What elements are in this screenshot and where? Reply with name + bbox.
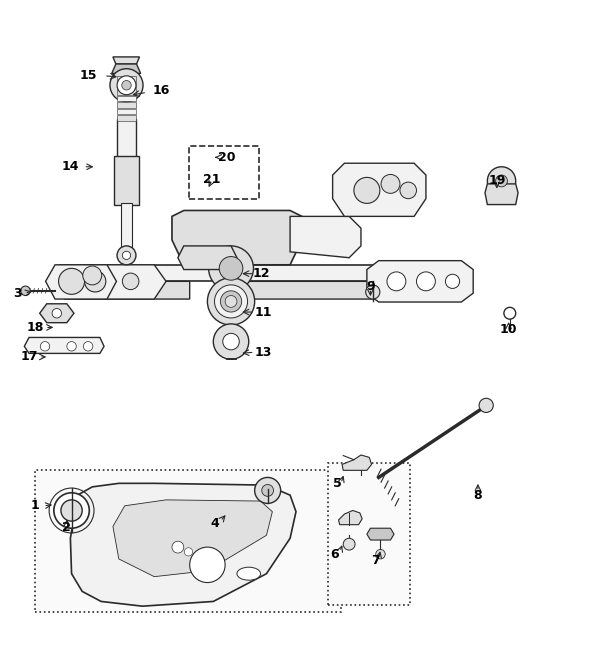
Text: 7: 7 [371,554,379,567]
Polygon shape [60,265,231,282]
Polygon shape [172,211,302,265]
Polygon shape [367,529,394,540]
Circle shape [220,291,242,312]
Bar [188,145,259,199]
Circle shape [122,80,131,90]
Text: 16: 16 [153,84,170,97]
Circle shape [479,398,493,413]
Text: 18: 18 [26,321,44,334]
Text: 1: 1 [31,499,39,512]
Text: 20: 20 [217,151,235,164]
Circle shape [354,177,380,203]
Circle shape [219,256,243,280]
Bar [117,83,136,88]
Bar [117,115,136,120]
Circle shape [445,274,459,288]
Circle shape [366,285,380,299]
Circle shape [504,307,516,319]
Polygon shape [231,282,440,299]
Polygon shape [339,510,362,524]
Polygon shape [333,163,426,216]
Circle shape [123,273,139,290]
Circle shape [172,541,184,553]
Text: 4: 4 [210,517,219,530]
Circle shape [123,252,131,260]
Bar [117,90,136,95]
Polygon shape [66,265,166,299]
Text: 14: 14 [62,161,79,173]
Polygon shape [46,265,117,299]
Polygon shape [485,184,518,205]
Circle shape [400,182,417,199]
Ellipse shape [237,567,260,580]
Polygon shape [70,483,296,606]
Polygon shape [367,261,473,302]
Circle shape [52,308,62,318]
Bar [117,119,136,157]
Text: 21: 21 [204,173,221,186]
Polygon shape [113,500,272,577]
Text: 11: 11 [255,306,272,318]
Text: 8: 8 [474,488,482,502]
Circle shape [184,548,192,556]
Polygon shape [342,455,372,470]
Bar [117,76,136,82]
Circle shape [387,272,406,291]
Circle shape [189,547,225,583]
Circle shape [214,285,247,318]
Text: 19: 19 [488,175,506,187]
Circle shape [343,539,355,550]
Circle shape [213,324,249,359]
Polygon shape [226,358,236,359]
Circle shape [376,549,385,559]
Bar [117,109,136,114]
Polygon shape [24,337,104,353]
Circle shape [54,493,89,529]
Circle shape [417,272,435,291]
Text: 5: 5 [333,477,342,490]
Circle shape [83,342,93,351]
Circle shape [487,167,516,195]
Bar [35,470,341,612]
Circle shape [496,175,507,187]
Text: 9: 9 [366,280,375,292]
Circle shape [117,246,136,265]
Text: 15: 15 [79,70,97,82]
Circle shape [21,286,30,296]
Circle shape [40,342,50,351]
Polygon shape [112,64,141,74]
Text: 3: 3 [13,286,21,300]
Circle shape [207,278,255,325]
Circle shape [262,484,274,496]
Circle shape [61,500,82,521]
Circle shape [110,69,143,102]
Bar [117,96,136,101]
Polygon shape [290,216,361,258]
Text: 12: 12 [253,267,271,280]
Polygon shape [113,57,140,64]
Polygon shape [40,304,74,322]
Circle shape [59,268,85,294]
Bar [114,156,139,205]
Text: 6: 6 [331,548,339,561]
Text: 17: 17 [20,351,38,363]
Text: 13: 13 [255,346,272,359]
Polygon shape [57,282,189,299]
Bar [121,203,133,249]
Text: 10: 10 [500,323,517,337]
Bar [117,102,136,108]
Circle shape [117,76,136,95]
Text: 2: 2 [63,520,71,534]
Circle shape [381,175,400,193]
Circle shape [223,333,239,350]
Bar [329,463,410,605]
Circle shape [255,478,281,503]
Polygon shape [231,265,437,282]
Circle shape [225,296,237,307]
Circle shape [85,271,106,292]
Circle shape [83,266,102,285]
Circle shape [67,342,76,351]
Polygon shape [178,246,237,270]
Circle shape [208,246,253,291]
